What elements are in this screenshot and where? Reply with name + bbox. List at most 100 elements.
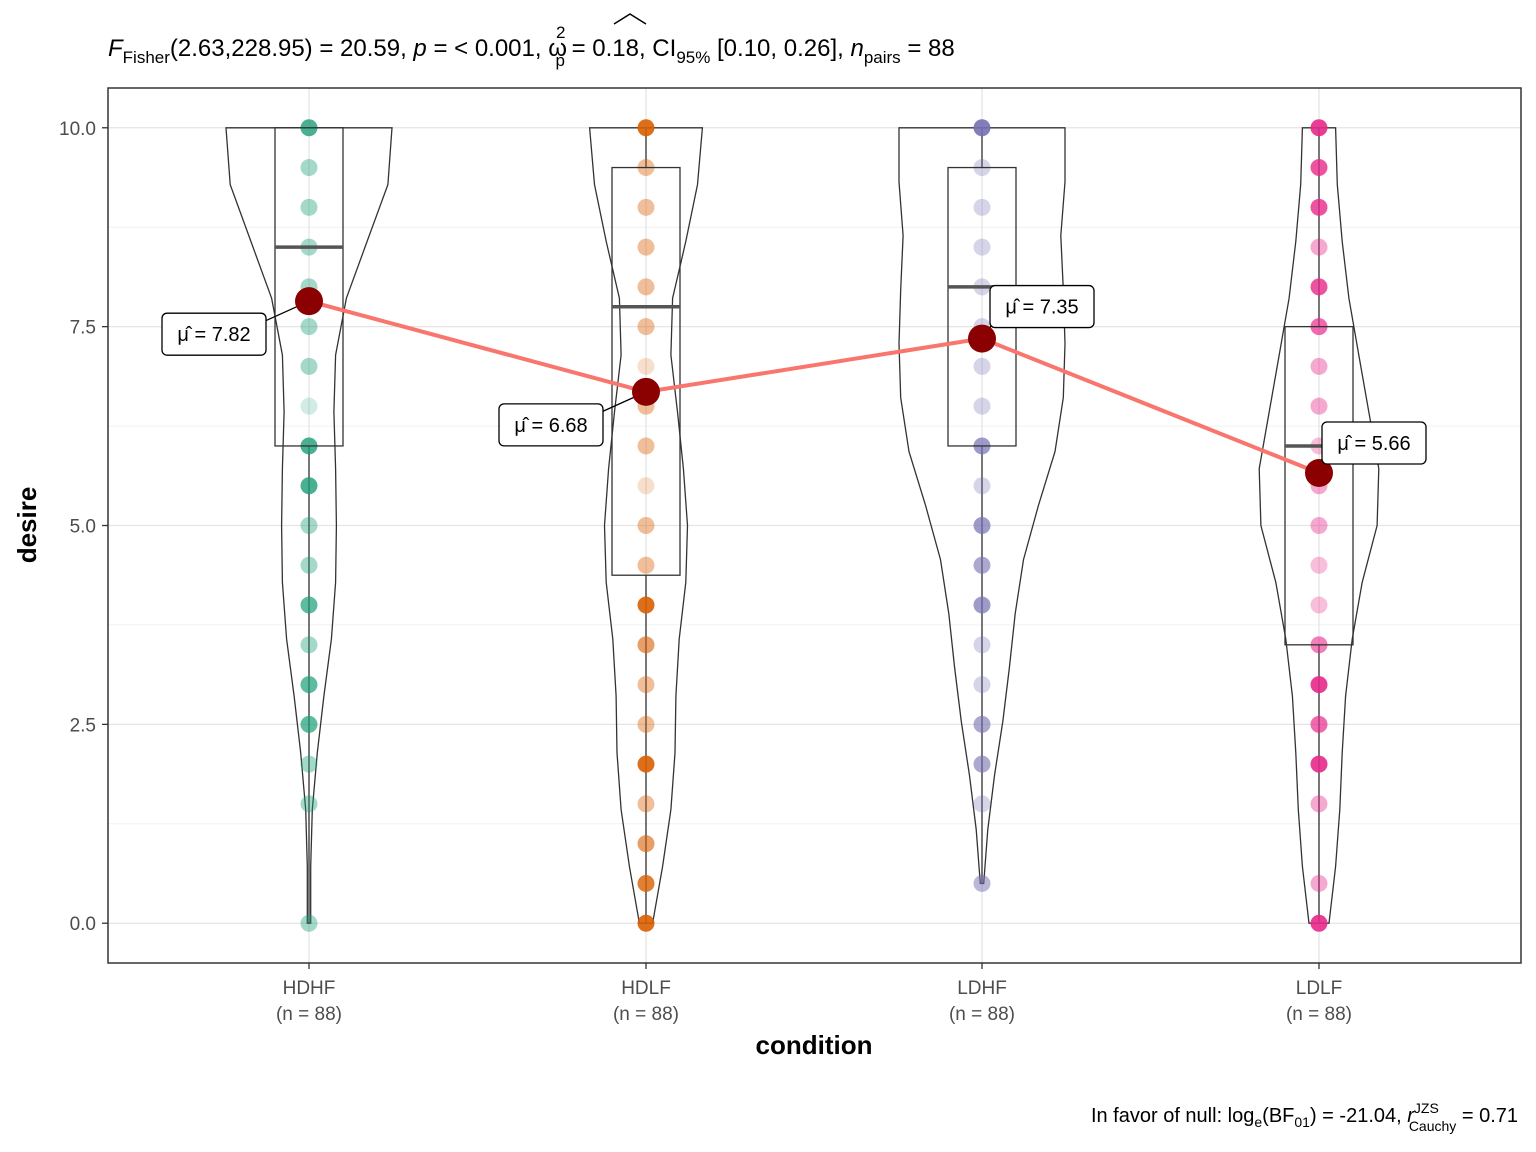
y-axis-title: desire (12, 487, 42, 564)
violin-hdhf (225, 127, 393, 924)
data-point-hdlf-16 (637, 278, 655, 296)
data-point-hdhf-11 (300, 397, 318, 415)
x-tick-label-ldhf: LDHF (957, 978, 1007, 999)
y-tick-label-3: 7.5 (70, 318, 96, 339)
caption-log-sub: e (1254, 1114, 1262, 1130)
mean-label-ldlf: μ̂ = 5.66 (1337, 433, 1410, 455)
data-point-ldhf-4 (973, 676, 991, 694)
x-tick-n-ldlf: (n = 88) (1286, 1004, 1352, 1025)
caption-r-value: = 0.71 (1456, 1105, 1518, 1127)
title-f-args: (2.63,228.95) = 20.59, (170, 35, 414, 62)
caption-bf-open: (BF (1262, 1105, 1294, 1127)
plot-area: μ̂ = 7.82 μ̂ = 6.68 μ̂ = 7.35 μ̂ = 5.66 0.0 2… (59, 87, 1522, 1025)
title-ci-sub: 95% (676, 48, 710, 67)
data-point-hdhf-4 (300, 676, 318, 694)
x-tick-n-hdhf: (n = 88) (276, 1004, 342, 1025)
data-point-ldlf-16 (1310, 238, 1328, 256)
mean-connector-line (308, 299, 1320, 475)
mean-point-hdlf (632, 377, 660, 406)
mean-label-box-hdlf (498, 403, 604, 447)
data-point-hdhf-2 (300, 755, 318, 773)
x-tick-label-ldlf: LDLF (1296, 978, 1342, 999)
caption-r-sup: JZS (1414, 1100, 1439, 1116)
x-tick-n-hdlf: (n = 88) (613, 1004, 679, 1025)
data-point-hdlf-7 (637, 636, 655, 654)
data-point-ldhf-6 (973, 596, 991, 614)
y-tick-label-1: 2.5 (70, 715, 96, 736)
data-point-ldhf-1 (973, 795, 991, 813)
caption-bf-value: ) = -21.04, (1310, 1105, 1407, 1127)
data-point-hdhf-16 (300, 198, 318, 216)
y-tick-label-4: 10.0 (59, 119, 96, 140)
title-n-sub: pairs (864, 48, 901, 67)
data-point-hdlf-20 (637, 119, 655, 137)
data-point-ldlf-18 (1310, 159, 1328, 177)
x-axis-title: condition (756, 1030, 873, 1060)
data-point-ldhf-12 (973, 357, 991, 375)
title-omega-value: = 0.18, CI (565, 35, 676, 62)
chart-title: FFisher(2.63,228.95) = 20.59, p = < 0.00… (108, 23, 955, 70)
data-point-hdlf-3 (637, 795, 655, 813)
y-tick-label-0: 0.0 (70, 914, 96, 935)
data-point-ldlf-7 (1310, 596, 1328, 614)
caption-bf-sub: 01 (1294, 1114, 1310, 1130)
data-point-ldlf-5 (1310, 676, 1328, 694)
data-point-ldlf-19 (1310, 119, 1328, 137)
data-point-ldhf-2 (973, 755, 991, 773)
data-point-hdhf-9 (300, 477, 318, 495)
data-point-ldhf-9 (973, 477, 991, 495)
data-point-hdhf-13 (300, 318, 318, 336)
data-point-ldhf-18 (973, 119, 991, 137)
chart-caption: In favor of null: loge(BF01) = -21.04, r… (1091, 1100, 1518, 1134)
violin-ldlf (1258, 127, 1380, 924)
mean-point-hdhf (295, 287, 323, 316)
data-point-hdlf-11 (637, 477, 655, 495)
caption-r-label: r (1407, 1105, 1415, 1127)
box-hdhf (274, 127, 344, 447)
data-point-hdhf-5 (300, 636, 318, 654)
data-point-ldlf-17 (1310, 198, 1328, 216)
title-f-sub: Fisher (123, 48, 171, 67)
violin-hdlf (588, 127, 704, 924)
data-point-hdlf-5 (637, 715, 655, 733)
title-n-value: = 88 (901, 35, 955, 62)
mean-label-ldhf: μ̂ = 7.35 (1005, 297, 1078, 319)
data-point-ldlf-2 (1310, 795, 1328, 813)
data-point-hdhf-12 (300, 357, 318, 375)
data-point-hdlf-18 (637, 198, 655, 216)
data-point-ldlf-12 (1310, 397, 1328, 415)
data-point-ldhf-3 (973, 715, 991, 733)
title-ci-value: [0.10, 0.26], (710, 35, 850, 62)
y-tick-label-2: 5.0 (70, 517, 96, 538)
data-point-ldhf-11 (973, 397, 991, 415)
data-point-ldlf-13 (1310, 357, 1328, 375)
data-point-ldhf-8 (973, 517, 991, 534)
data-point-ldlf-0 (1310, 914, 1328, 932)
x-tick-n-ldhf: (n = 88) (949, 1004, 1015, 1025)
violin-ldhf (898, 127, 1066, 885)
data-point-hdhf-1 (300, 795, 318, 813)
data-point-hdlf-0 (637, 914, 655, 932)
mean-label-box-ldlf (1321, 421, 1427, 465)
data-point-ldlf-4 (1310, 715, 1328, 733)
data-point-ldhf-0 (973, 874, 991, 892)
data-point-hdlf-9 (637, 556, 655, 574)
data-point-hdlf-14 (637, 357, 655, 375)
data-point-hdlf-15 (637, 318, 655, 336)
title-p-label: p (412, 35, 426, 62)
mean-label-hdhf: μ̂ = 7.82 (177, 324, 250, 346)
mean-label-box-ldhf (989, 284, 1095, 329)
title-omega-sub: p (555, 51, 564, 70)
box-hdlf (611, 166, 681, 576)
mean-label-hdlf: μ̂ = 6.68 (514, 415, 587, 437)
data-point-hdhf-3 (300, 715, 318, 733)
title-n-label: n (850, 35, 863, 62)
mean-label-box-hdhf (161, 312, 267, 356)
data-point-hdlf-8 (637, 596, 655, 614)
data-point-ldlf-9 (1310, 517, 1328, 534)
box-ldlf (1284, 325, 1354, 646)
data-point-hdlf-6 (637, 676, 655, 694)
data-point-hdhf-17 (300, 159, 318, 177)
data-point-ldlf-1 (1310, 874, 1328, 892)
data-point-ldhf-7 (973, 556, 991, 574)
